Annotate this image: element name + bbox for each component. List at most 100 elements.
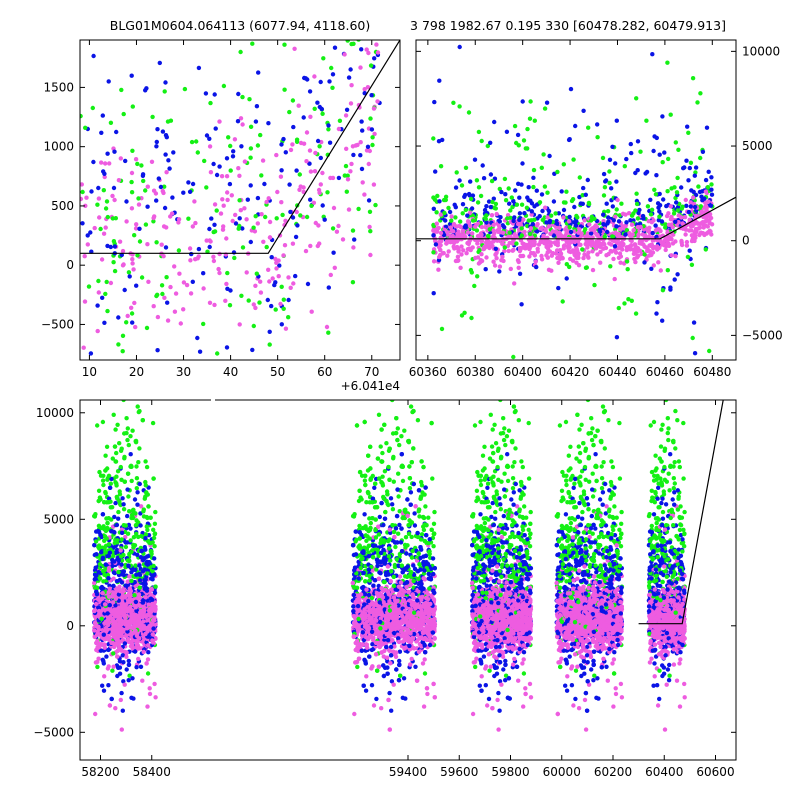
data-point-green [123,523,128,528]
data-point-green [493,206,498,211]
data-point-blue [152,590,158,595]
data-point-blue [109,529,114,534]
data-point-pink [602,242,607,247]
data-point-green [610,234,615,239]
data-point-green [145,671,151,676]
data-point-blue [483,267,488,272]
data-point-blue [305,77,310,82]
data-point-pink [165,318,171,323]
data-point-green [111,651,116,656]
data-point-blue [556,211,561,216]
data-point-green [246,298,251,303]
data-point-pink [80,196,84,202]
data-point-pink [665,240,670,245]
data-point-green [642,252,647,257]
data-point-pink [296,103,301,108]
data-point-green [298,213,303,218]
data-point-pink [328,272,333,278]
data-point-pink [238,208,243,213]
data-point-green [666,156,671,162]
data-point-blue [641,216,646,221]
data-point-blue [470,193,476,198]
data-point-green [564,189,569,194]
data-point-blue [130,676,135,681]
data-point-green [541,152,546,157]
data-point-blue [585,177,590,183]
data-point-pink [682,215,688,220]
data-point-green [100,419,106,425]
data-point-pink [613,250,619,255]
data-point-pink [470,231,475,236]
data-point-blue [235,119,241,124]
data-point-green [532,217,537,222]
data-point-pink [211,254,216,259]
data-point-blue [132,649,138,654]
data-point-green [660,160,665,165]
data-point-blue [109,696,114,702]
data-point-pink [529,212,534,217]
data-point-green [186,216,191,221]
data-point-pink [304,130,310,135]
data-point-green [248,146,254,151]
data-point-green [633,311,639,316]
data-point-pink [81,345,86,350]
data-point-green [626,297,631,302]
data-point-pink [162,295,167,300]
data-point-pink [583,241,588,247]
data-point-pink [169,211,175,216]
data-point-pink [651,218,656,223]
data-point-pink [518,253,523,259]
data-point-blue [195,335,200,341]
data-point-blue [507,201,512,206]
data-point-pink [561,243,567,249]
data-point-green [635,216,641,221]
data-point-green [665,60,670,65]
data-point-green [309,203,314,208]
data-point-green [111,260,116,265]
data-point-pink [121,595,126,600]
data-point-pink [593,246,599,251]
data-point-pink [360,180,365,185]
data-point-pink [633,247,638,253]
data-point-blue [240,226,245,231]
data-point-pink [147,686,152,691]
data-point-green [356,206,361,212]
data-point-pink [628,246,633,251]
data-point-green [274,216,279,221]
data-point-pink [587,237,592,242]
data-point-pink [566,219,572,224]
data-point-pink [349,83,354,88]
data-point-blue [106,576,111,581]
data-point-blue [595,122,600,127]
data-point-blue [113,500,118,506]
data-point-green [99,616,104,621]
data-point-green [237,198,242,203]
data-point-pink [117,239,123,244]
data-point-pink [574,260,579,265]
data-point-blue [540,208,545,214]
data-point-pink [633,243,638,248]
data-point-blue [253,119,259,124]
data-point-blue [365,144,371,149]
data-point-green [580,247,585,252]
data-point-green [239,385,243,389]
data-point-green [531,167,537,173]
data-point-pink [651,263,656,268]
data-point-green [141,509,146,514]
data-point-blue [95,410,99,414]
data-point-blue [102,171,107,176]
data-point-blue [143,582,148,587]
data-point-green [104,279,109,285]
data-point-blue [516,181,521,186]
data-point-blue [111,583,116,589]
data-point-green [454,170,459,175]
data-point-blue [293,273,298,279]
data-point-green [110,456,116,461]
data-point-green [560,299,565,304]
data-point-green [321,56,326,61]
data-point-blue [215,383,219,387]
data-point-blue [254,104,260,109]
y-tick-label: −500 [41,317,74,331]
data-point-blue [447,209,453,215]
data-point-green [129,578,134,584]
